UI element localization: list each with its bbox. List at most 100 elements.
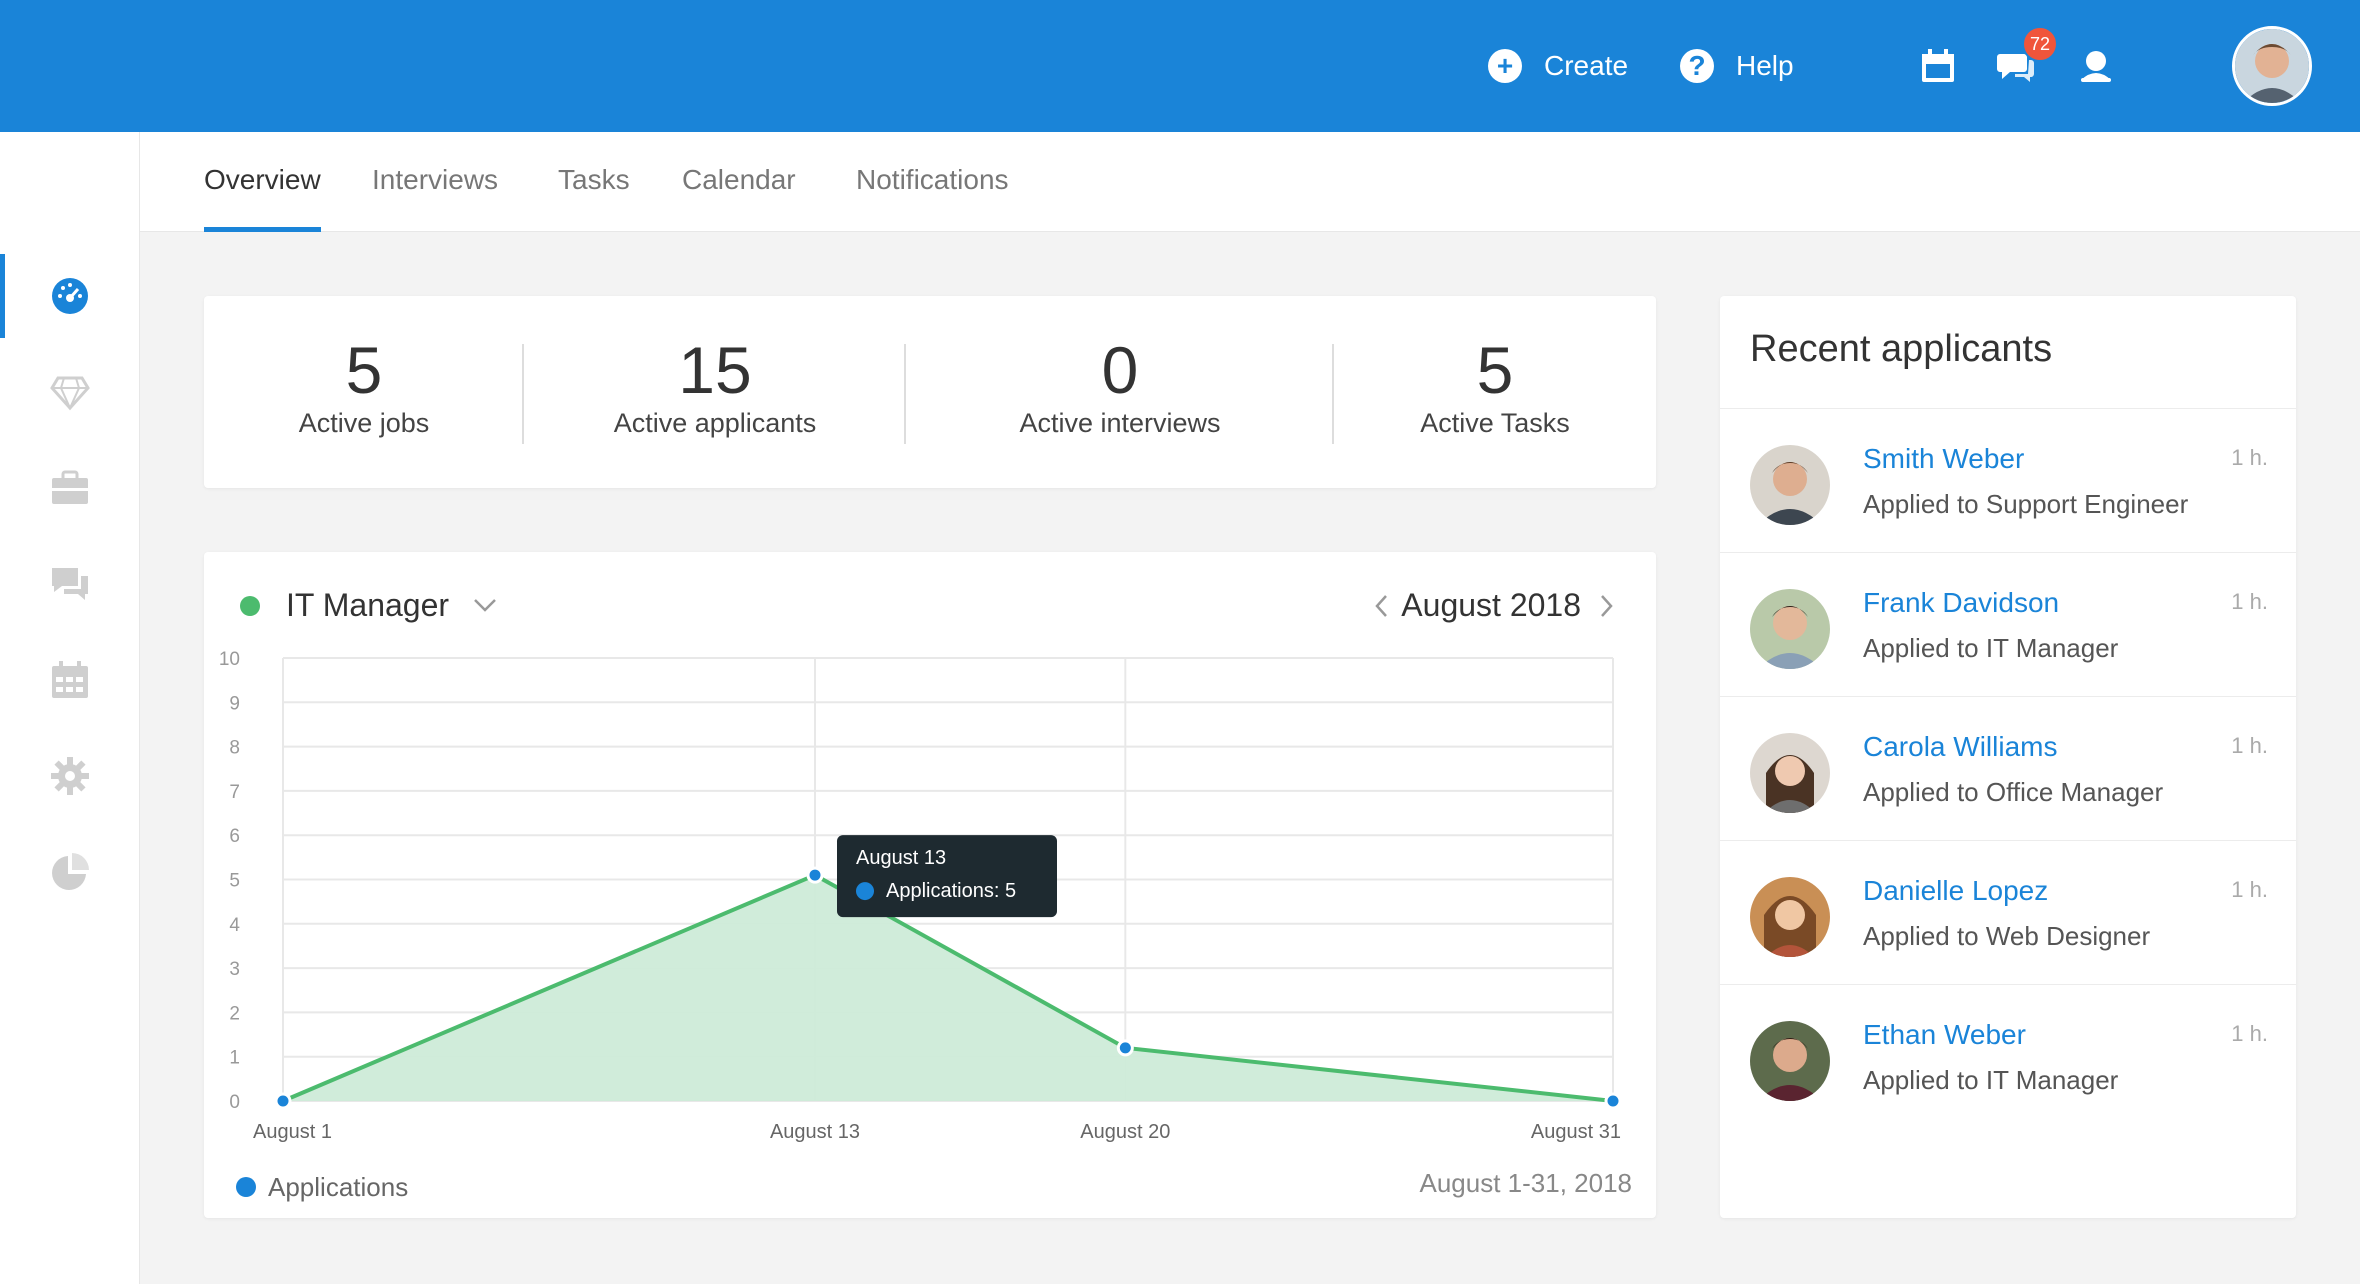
avatar xyxy=(1750,1021,1830,1101)
stat-label: Active applicants xyxy=(613,408,817,438)
stat-value: 0 xyxy=(1101,333,1139,407)
applicant-name[interactable]: Smith Weber xyxy=(1863,443,2025,474)
tooltip-value: Applications: 5 xyxy=(886,880,1016,902)
data-point xyxy=(806,866,824,884)
sidebar-item-messages[interactable] xyxy=(0,542,140,626)
calendar-grid-icon xyxy=(52,661,88,698)
data-point xyxy=(1116,1039,1134,1057)
y-tick-label: 7 xyxy=(229,782,240,803)
stat-active-applicants[interactable]: 15 Active applicants xyxy=(524,296,906,488)
avatar xyxy=(1750,445,1830,525)
y-tick-label: 3 xyxy=(229,959,240,980)
briefcase-icon xyxy=(52,470,88,504)
x-tick-label: August 13 xyxy=(770,1121,860,1143)
create-button[interactable]: + Create xyxy=(1488,46,1628,86)
avatar xyxy=(1750,589,1830,669)
sidebar-item-jobs[interactable] xyxy=(0,350,140,434)
applicant-time: 1 h. xyxy=(2231,877,2268,902)
settings-gear-icon xyxy=(51,757,89,795)
applicant-position: Applied to Web Designer xyxy=(1863,921,2151,951)
tooltip-box xyxy=(837,835,1057,918)
month-label: August 2018 xyxy=(1401,587,1581,623)
data-point xyxy=(274,1092,292,1110)
notifications-badge: 72 xyxy=(2022,26,2058,62)
recent-applicants-title: Recent applicants xyxy=(1750,328,2053,370)
recent-applicants-card: Recent applicants Smith Weber Applied to… xyxy=(1720,296,2296,1218)
series-area xyxy=(283,875,1613,1101)
y-tick-label: 10 xyxy=(219,649,240,670)
y-tick-label: 0 xyxy=(229,1092,240,1113)
stat-label: Active interviews xyxy=(1019,408,1221,438)
sidebar-item-reports[interactable] xyxy=(0,830,140,914)
chevron-left-icon[interactable] xyxy=(1375,595,1387,617)
job-title[interactable]: IT Manager xyxy=(286,587,449,623)
stat-active-tasks[interactable]: 5 Active Tasks xyxy=(1334,296,1656,488)
sidebar-item-calendar[interactable] xyxy=(0,638,140,722)
y-tick-label: 1 xyxy=(229,1048,240,1069)
series-line xyxy=(282,872,1614,1103)
pie-chart-icon xyxy=(52,853,89,890)
tab-notifications[interactable]: Notifications xyxy=(856,164,1009,195)
calendar-icon[interactable] xyxy=(1918,46,1958,86)
x-tick-label: August 20 xyxy=(1080,1121,1170,1143)
chat-icon[interactable] xyxy=(1996,46,2036,86)
stat-divider xyxy=(522,344,524,444)
applicant-time: 1 h. xyxy=(2231,1021,2268,1046)
avatar xyxy=(1750,733,1830,813)
applicant-position: Applied to IT Manager xyxy=(1863,1065,2119,1095)
legend-dot xyxy=(236,1177,256,1197)
top-navbar: + Create ? Help 72 xyxy=(0,0,2360,132)
data-point xyxy=(1604,1092,1622,1110)
applicant-name[interactable]: Danielle Lopez xyxy=(1863,875,2049,906)
chevron-down-icon[interactable] xyxy=(474,599,496,612)
applicant-name[interactable]: Frank Davidson xyxy=(1863,587,2060,618)
y-tick-label: 5 xyxy=(229,871,240,892)
y-tick-label: 9 xyxy=(229,693,240,714)
chevron-right-icon[interactable] xyxy=(1601,595,1613,617)
avatar xyxy=(1750,877,1830,957)
legend-label: Applications xyxy=(268,1172,408,1202)
user-icon[interactable] xyxy=(2076,46,2116,86)
x-tick-label: August 31 xyxy=(1531,1121,1621,1143)
tabs-bar: Overview Interviews Tasks Calendar Notif… xyxy=(140,132,2360,232)
stat-value: 5 xyxy=(1476,333,1514,407)
tab-calendar[interactable]: Calendar xyxy=(682,164,796,195)
create-label: Create xyxy=(1544,50,1629,81)
list-item[interactable]: Ethan Weber Applied to IT Manager 1 h. xyxy=(1720,984,2296,1128)
help-button[interactable]: ? Help xyxy=(1680,46,1794,86)
chat-bubbles-icon xyxy=(52,568,88,600)
stat-label: Active Tasks xyxy=(1420,408,1570,438)
stat-active-jobs[interactable]: 5 Active jobs xyxy=(204,296,524,488)
applicant-position: Applied to Support Engineer xyxy=(1863,489,2189,519)
applicant-name[interactable]: Ethan Weber xyxy=(1863,1019,2026,1050)
list-item[interactable]: Frank Davidson Applied to IT Manager 1 h… xyxy=(1720,552,2296,696)
applicant-time: 1 h. xyxy=(2231,589,2268,614)
profile-avatar[interactable] xyxy=(2232,26,2312,106)
stats-card: 5 Active jobs 15 Active applicants 0 Act… xyxy=(204,296,1656,488)
sidebar-item-dashboard[interactable] xyxy=(0,254,140,338)
sidebar-item-briefcase[interactable] xyxy=(0,446,140,530)
applicant-position: Applied to IT Manager xyxy=(1863,633,2119,663)
tab-tasks[interactable]: Tasks xyxy=(558,164,630,195)
stat-value: 5 xyxy=(345,333,383,407)
stat-active-interviews[interactable]: 0 Active interviews xyxy=(906,296,1334,488)
stat-divider xyxy=(904,344,906,444)
tooltip-title: August 13 xyxy=(856,847,946,869)
sidebar xyxy=(0,132,140,1284)
diamond-icon xyxy=(50,376,90,411)
stat-value: 15 xyxy=(678,333,752,407)
tab-overview[interactable]: Overview xyxy=(204,164,321,232)
tab-interviews[interactable]: Interviews xyxy=(372,164,499,195)
y-tick-label: 2 xyxy=(229,1003,240,1024)
list-item[interactable]: Danielle Lopez Applied to Web Designer 1… xyxy=(1720,840,2296,984)
job-status-dot xyxy=(240,596,260,616)
stat-divider xyxy=(1332,344,1334,444)
applicant-name[interactable]: Carola Williams xyxy=(1863,731,2058,762)
plot-area: 0 1 2 3 4 5 6 7 8 9 10 August 1 August 13 August 20 Au… xyxy=(219,649,1622,1143)
plus-circle-icon: + xyxy=(1488,49,1522,83)
y-tick-label: 6 xyxy=(229,826,240,847)
list-item[interactable]: Carola Williams Applied to Office Manage… xyxy=(1720,696,2296,840)
sidebar-item-settings[interactable] xyxy=(0,734,140,818)
applicant-time: 1 h. xyxy=(2231,733,2268,758)
list-item[interactable]: Smith Weber Applied to Support Engineer … xyxy=(1720,408,2296,552)
